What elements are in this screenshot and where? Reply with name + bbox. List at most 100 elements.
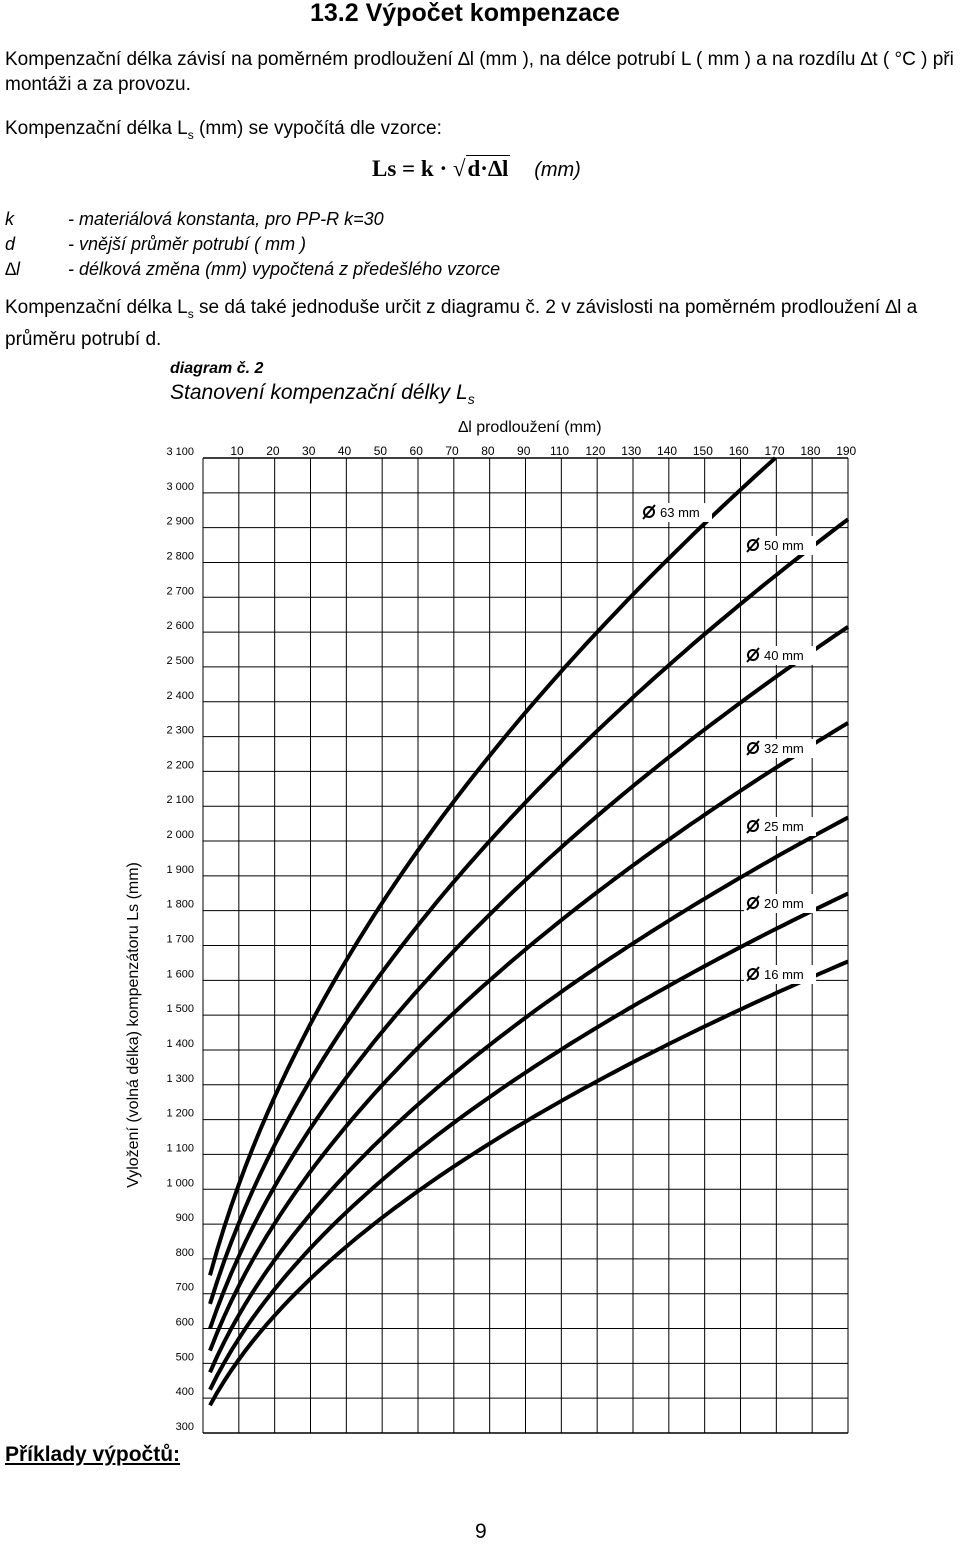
diameter-icon bbox=[747, 820, 759, 832]
y-tick-label: 2 300 bbox=[166, 725, 194, 737]
x-tick-label: 110 bbox=[550, 444, 569, 458]
legend-label-16mm: 16 mm bbox=[764, 967, 804, 982]
legend-label-40mm: 40 mm bbox=[764, 648, 804, 663]
y-tick-label: 2 400 bbox=[166, 690, 194, 702]
x-tick-label: 10 bbox=[230, 444, 244, 458]
legend-bg bbox=[744, 646, 816, 665]
curve-20mm bbox=[208, 891, 849, 1391]
y-tick-label: 400 bbox=[176, 1386, 194, 1398]
formula-radicand: d·∆l bbox=[465, 155, 511, 181]
y-tick-label: 2 500 bbox=[166, 655, 194, 667]
legend-label-20mm: 20 mm bbox=[764, 896, 804, 911]
legend-bg bbox=[744, 536, 816, 555]
legend-bg bbox=[744, 965, 816, 984]
legend-label-32mm: 32 mm bbox=[764, 741, 804, 756]
diameter-slash bbox=[746, 895, 760, 911]
y-tick-label: 2 600 bbox=[166, 620, 194, 632]
y-tick-label: 2 200 bbox=[166, 759, 194, 771]
y-tick-label: 1 000 bbox=[166, 1177, 194, 1189]
y-tick-label: 1 400 bbox=[166, 1038, 194, 1050]
formula-lhs: Ls bbox=[372, 156, 397, 181]
x-tick-label: 80 bbox=[481, 444, 495, 458]
y-tick-label: 1 800 bbox=[166, 899, 194, 911]
x-tick-label: 170 bbox=[765, 444, 785, 458]
diameter-icon bbox=[747, 742, 759, 754]
x-tick-label: 90 bbox=[517, 444, 531, 458]
y-tick-label: 500 bbox=[176, 1351, 194, 1363]
y-tick-label: 600 bbox=[176, 1317, 194, 1329]
x-tick-label: 30 bbox=[302, 444, 316, 458]
formula: Ls = k · √d·∆l (mm) bbox=[372, 155, 581, 181]
var-k-symbol: k bbox=[5, 209, 14, 229]
diameter-slash bbox=[746, 818, 760, 834]
legend-bg bbox=[744, 739, 816, 758]
y-axis-label: Vyložení (volná délka) kompenzátoru Ls (… bbox=[125, 862, 142, 1188]
y-tick-label: 2 700 bbox=[166, 585, 194, 597]
page-number: 9 bbox=[475, 1520, 487, 1543]
y-tick-label: 900 bbox=[176, 1212, 194, 1224]
diameter-icon bbox=[747, 897, 759, 909]
x-tick-label: 50 bbox=[374, 444, 388, 458]
x-tick-label: 60 bbox=[410, 444, 424, 458]
y-tick-label: 3 100 bbox=[166, 446, 194, 458]
var-d-symbol: d bbox=[5, 234, 16, 254]
legend-bg bbox=[744, 817, 816, 836]
y-tick-label: 1 600 bbox=[166, 968, 194, 980]
diameter-icon bbox=[747, 539, 759, 551]
legend-bg bbox=[640, 503, 712, 522]
legend-label-50mm: 50 mm bbox=[764, 538, 804, 553]
x-tick-label: 130 bbox=[621, 444, 641, 458]
examples-heading: Příklady výpočtů: bbox=[5, 1443, 181, 1466]
y-tick-label: 700 bbox=[176, 1282, 194, 1294]
intro-paragraph: Kompenzační délka závisí na poměrném pro… bbox=[5, 49, 954, 95]
y-tick-label: 1 700 bbox=[166, 934, 194, 946]
x-tick-label: 40 bbox=[338, 444, 352, 458]
x-tick-label: 120 bbox=[585, 444, 605, 458]
var-k-desc: - materiálová konstanta, pro PP-R k=30 bbox=[68, 209, 384, 229]
y-tick-label: 1 500 bbox=[166, 1003, 194, 1015]
legend-label-63mm: 63 mm bbox=[660, 505, 700, 520]
var-dl-desc: - délková změna (mm) vypočtená z předešl… bbox=[68, 259, 501, 279]
diameter-slash bbox=[642, 504, 656, 520]
curve-25mm bbox=[208, 815, 849, 1374]
curve-32mm bbox=[208, 721, 850, 1352]
x-tick-label: 190 bbox=[836, 444, 856, 458]
diagram-label: diagram č. 2 bbox=[170, 360, 264, 377]
formula-operator: = k · bbox=[396, 156, 453, 181]
diameter-slash bbox=[746, 537, 760, 553]
x-tick-label: 180 bbox=[800, 444, 820, 458]
x-tick-label: 150 bbox=[693, 444, 713, 458]
legend-bg bbox=[744, 894, 816, 913]
y-tick-label: 800 bbox=[176, 1247, 194, 1259]
y-tick-label: 300 bbox=[176, 1421, 194, 1433]
curve-40mm bbox=[208, 625, 850, 1330]
diameter-slash bbox=[746, 647, 760, 663]
var-dl-symbol: ∆l bbox=[5, 259, 21, 279]
diagram-title: Stanovení kompenzační délky Ls bbox=[170, 381, 475, 408]
y-tick-label: 2 100 bbox=[166, 794, 194, 806]
formula-intro: Kompenzační délka Ls (mm) se vypočítá dl… bbox=[5, 118, 442, 142]
x-axis-label: ∆l prodloužení (mm) bbox=[458, 419, 601, 436]
diameter-slash bbox=[746, 966, 760, 982]
diagram-note: Kompenzační délka Ls se dá také jednoduš… bbox=[5, 297, 918, 350]
x-tick-label: 140 bbox=[657, 444, 677, 458]
curve-63mm bbox=[208, 456, 777, 1276]
diameter-icon bbox=[643, 506, 655, 518]
legend-label-25mm: 25 mm bbox=[764, 819, 804, 834]
x-tick-label: 70 bbox=[445, 444, 459, 458]
y-tick-label: 2 800 bbox=[166, 550, 194, 562]
y-tick-label: 1 200 bbox=[166, 1108, 194, 1120]
formula-unit: (mm) bbox=[534, 159, 581, 181]
x-tick-label: 160 bbox=[729, 444, 749, 458]
diameter-slash bbox=[746, 740, 760, 756]
diameter-icon bbox=[747, 649, 759, 661]
y-tick-label: 2 000 bbox=[166, 829, 194, 841]
x-tick-label: 20 bbox=[266, 444, 280, 458]
section-title: 13.2 Výpočet kompenzace bbox=[310, 0, 620, 27]
y-tick-label: 3 000 bbox=[166, 481, 194, 493]
diameter-icon bbox=[747, 968, 759, 980]
y-tick-label: 2 900 bbox=[166, 516, 194, 528]
y-tick-label: 1 900 bbox=[166, 864, 194, 876]
var-d-desc: - vnější průměr potrubí ( mm ) bbox=[68, 234, 307, 254]
